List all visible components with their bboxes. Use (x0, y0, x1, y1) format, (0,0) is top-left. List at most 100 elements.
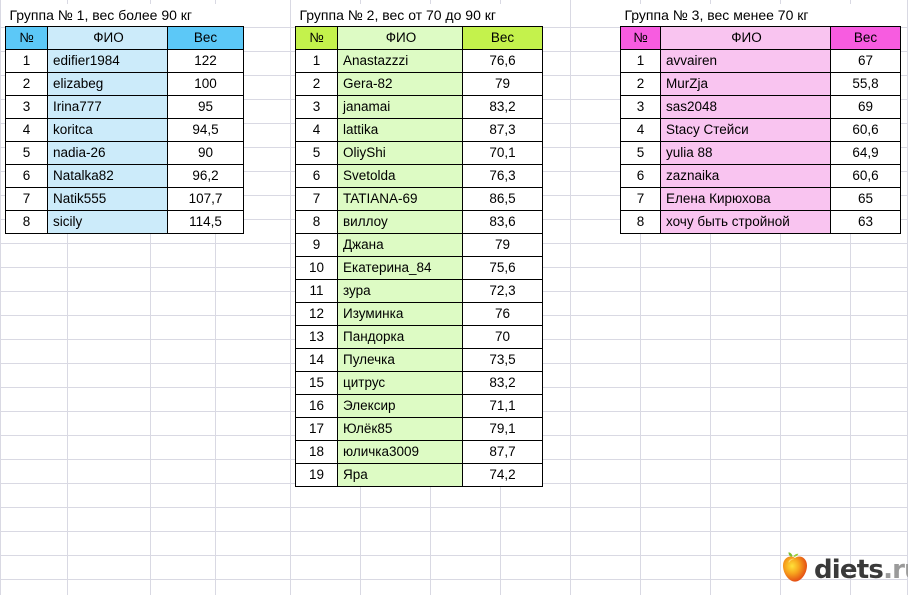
cell-number: 17 (295, 416, 338, 441)
cell-weight: 79 (462, 232, 543, 257)
cell-weight: 107,7 (167, 186, 244, 211)
cell-weight: 83,2 (462, 94, 543, 119)
group-title: Группа № 3, вес менее 70 кг (620, 4, 901, 26)
cell-name: Пандорка (337, 324, 463, 349)
table-group-2: Группа № 2, вес от 70 до 90 кг № ФИО Вес… (295, 4, 543, 487)
table-row: 5 OliyShi 70,1 (295, 140, 543, 165)
table-header-row: № ФИО Вес (5, 25, 244, 50)
table-row: 1 edifier1984 122 (5, 48, 244, 73)
cell-name: Юлёк85 (337, 416, 463, 441)
cell-weight: 86,5 (462, 186, 543, 211)
table-row: 4 koritca 94,5 (5, 117, 244, 142)
table-row: 15 цитрус 83,2 (295, 370, 543, 395)
cell-number: 19 (295, 462, 338, 487)
cell-name: lattika (337, 117, 463, 142)
cell-name: OliyShi (337, 140, 463, 165)
table-row: 1 Anastazzzi 76,6 (295, 48, 543, 73)
table-row: 3 Irina777 95 (5, 94, 244, 119)
cell-name: Пулечка (337, 347, 463, 372)
cell-number: 6 (5, 163, 48, 188)
cell-weight: 60,6 (830, 117, 901, 142)
cell-weight: 94,5 (167, 117, 244, 142)
table-row: 2 elizabeg 100 (5, 71, 244, 96)
table-body: 1 edifier1984 122 2 elizabeg 100 3 Irina777 95 4 k… (5, 48, 244, 234)
table-row: 8 хочу быть стройной 63 (620, 209, 901, 234)
cell-weight: 76,6 (462, 48, 543, 73)
group-title: Группа № 1, вес более 90 кг (5, 4, 244, 26)
table-row: 5 nadia-26 90 (5, 140, 244, 165)
table-row: 17 Юлёк85 79,1 (295, 416, 543, 441)
table-row: 6 Svetolda 76,3 (295, 163, 543, 188)
cell-name: elizabeg (47, 71, 168, 96)
cell-name: Элексир (337, 393, 463, 418)
table-row: 4 lattika 87,3 (295, 117, 543, 142)
cell-name: Anastazzzi (337, 48, 463, 73)
cell-weight: 69 (830, 94, 901, 119)
cell-name: Яра (337, 462, 463, 487)
cell-number: 4 (295, 117, 338, 142)
cell-weight: 96,2 (167, 163, 244, 188)
table-row: 18 юличка3009 87,7 (295, 439, 543, 464)
table-row: 16 Элексир 71,1 (295, 393, 543, 418)
table-row: 10 Екатерина_84 75,6 (295, 255, 543, 280)
table-row: 13 Пандорка 70 (295, 324, 543, 349)
cell-number: 13 (295, 324, 338, 349)
cell-weight: 90 (167, 140, 244, 165)
cell-weight: 72,3 (462, 278, 543, 303)
column-header-name: ФИО (337, 25, 463, 50)
cell-number: 7 (620, 186, 661, 211)
table-title-row: Группа № 3, вес менее 70 кг (620, 4, 901, 26)
cell-name: Gera-82 (337, 71, 463, 96)
cell-weight: 122 (167, 48, 244, 73)
cell-number: 2 (620, 71, 661, 96)
table-row: 12 Изуминка 76 (295, 301, 543, 326)
cell-weight: 76 (462, 301, 543, 326)
cell-number: 8 (295, 209, 338, 234)
cell-name: Джана (337, 232, 463, 257)
table-row: 8 sicily 114,5 (5, 209, 244, 234)
column-header-name: ФИО (47, 25, 168, 50)
cell-number: 4 (620, 117, 661, 142)
cell-name: юличка3009 (337, 439, 463, 464)
cell-weight: 79,1 (462, 416, 543, 441)
cell-weight: 95 (167, 94, 244, 119)
cell-weight: 70 (462, 324, 543, 349)
cell-number: 3 (295, 94, 338, 119)
table-body: 1 avvairen 67 2 MurZja 55,8 3 sas2048 69 4 Stacy С… (620, 48, 901, 234)
table-row: 14 Пулечка 73,5 (295, 347, 543, 372)
cell-name: Елена Кирюхова (660, 186, 831, 211)
cell-number: 14 (295, 347, 338, 372)
cell-number: 15 (295, 370, 338, 395)
table-title-row: Группа № 1, вес более 90 кг (5, 4, 244, 26)
table-row: 2 Gera-82 79 (295, 71, 543, 96)
logo-word-suffix: .ru (883, 554, 908, 585)
cell-name: виллоу (337, 209, 463, 234)
cell-weight: 55,8 (830, 71, 901, 96)
logo-word-main: diets (814, 554, 884, 585)
cell-number: 7 (295, 186, 338, 211)
cell-number: 3 (5, 94, 48, 119)
cell-weight: 76,3 (462, 163, 543, 188)
cell-weight: 64,9 (830, 140, 901, 165)
cell-name: Stacy Стейси (660, 117, 831, 142)
cell-weight: 67 (830, 48, 901, 73)
cell-name: зура (337, 278, 463, 303)
cell-name: Irina777 (47, 94, 168, 119)
cell-number: 11 (295, 278, 338, 303)
cell-name: Изуминка (337, 301, 463, 326)
cell-weight: 74,2 (462, 462, 543, 487)
cell-name: avvairen (660, 48, 831, 73)
cell-weight: 75,6 (462, 255, 543, 280)
cell-weight: 114,5 (167, 209, 244, 234)
cell-number: 5 (620, 140, 661, 165)
cell-weight: 83,6 (462, 209, 543, 234)
cell-name: zaznaika (660, 163, 831, 188)
cell-weight: 87,3 (462, 117, 543, 142)
column-header-number: № (295, 25, 338, 50)
cell-weight: 65 (830, 186, 901, 211)
table-row: 7 Елена Кирюхова 65 (620, 186, 901, 211)
cell-number: 18 (295, 439, 338, 464)
cell-number: 4 (5, 117, 48, 142)
